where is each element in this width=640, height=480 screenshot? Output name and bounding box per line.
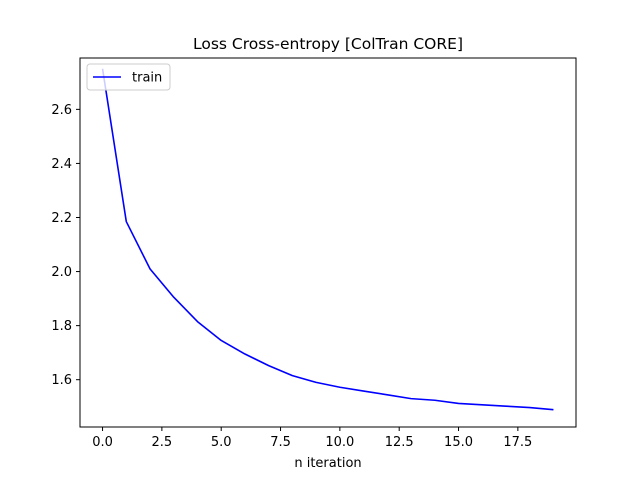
chart-title: Loss Cross-entropy [ColTran CORE] bbox=[193, 35, 463, 53]
y-tick-label: 1.6 bbox=[51, 373, 72, 388]
y-tick-label: 2.0 bbox=[51, 265, 72, 280]
series-line-train bbox=[101, 68, 554, 411]
y-tick-label: 1.8 bbox=[51, 319, 72, 334]
x-axis-ticks: 0.0 2.5 5.0 7.5 10.0 12.5 15.0 17.5 bbox=[92, 427, 532, 450]
x-tick-label: 17.5 bbox=[503, 435, 532, 450]
series-layer bbox=[101, 68, 554, 411]
x-tick-label: 2.5 bbox=[152, 435, 173, 450]
y-tick-label: 2.6 bbox=[51, 103, 72, 118]
plot-frame bbox=[79, 57, 577, 428]
x-axis-label: n iteration bbox=[294, 456, 361, 471]
legend: train bbox=[86, 63, 171, 91]
x-tick-label: 5.0 bbox=[211, 435, 232, 450]
y-tick-label: 2.4 bbox=[51, 157, 72, 172]
x-tick-label: 10.0 bbox=[325, 435, 354, 450]
x-tick-label: 0.0 bbox=[92, 435, 113, 450]
y-axis-ticks: 1.6 1.8 2.0 2.2 2.4 2.6 bbox=[51, 103, 80, 388]
x-tick-label: 7.5 bbox=[270, 435, 291, 450]
legend-box bbox=[86, 63, 171, 91]
x-tick-label: 12.5 bbox=[385, 435, 414, 450]
y-tick-label: 2.2 bbox=[51, 211, 72, 226]
x-tick-label: 15.0 bbox=[444, 435, 473, 450]
legend-label: train bbox=[132, 71, 162, 86]
